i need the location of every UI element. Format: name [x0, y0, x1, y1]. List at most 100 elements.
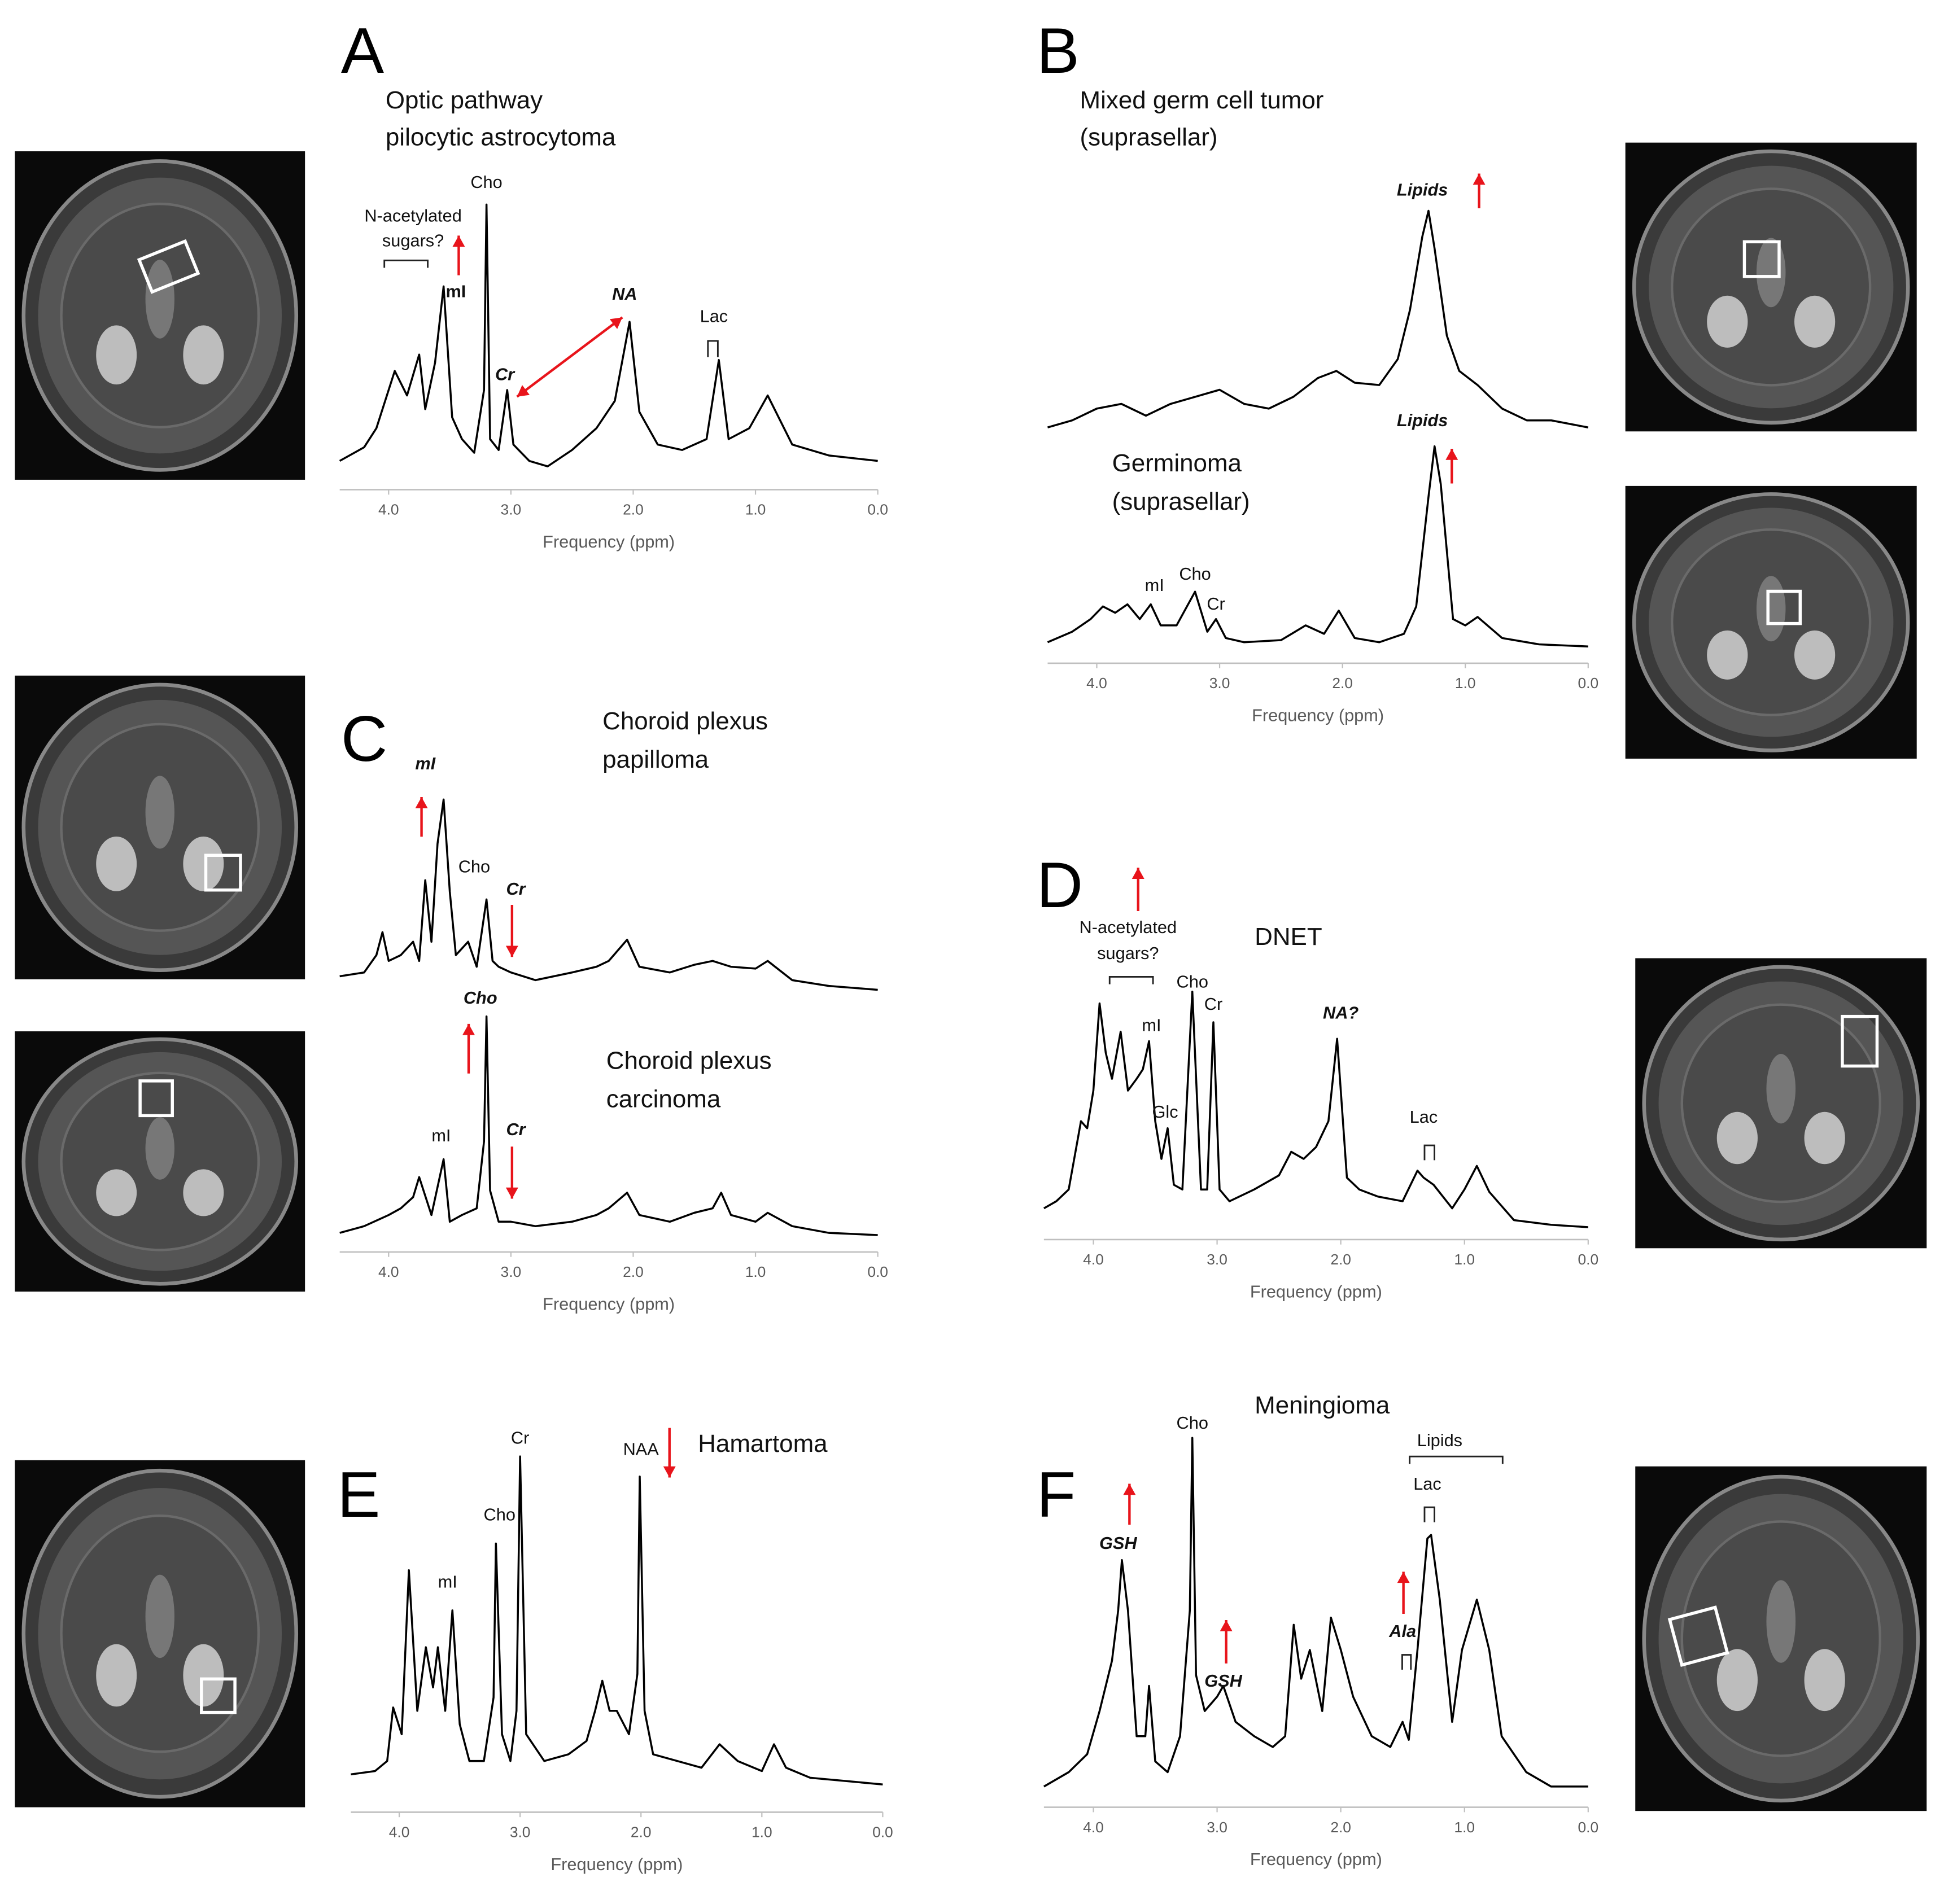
- peak-label: NA?: [1323, 1003, 1358, 1022]
- x-tick-label: 4.0: [378, 1263, 399, 1280]
- panel-letter: F: [1037, 1459, 1076, 1531]
- peak-label: Cho: [1179, 564, 1211, 584]
- x-tick-label: 4.0: [389, 1824, 410, 1841]
- x-tick-label: 3.0: [501, 501, 522, 518]
- arrow: [1220, 1620, 1233, 1664]
- x-tick-label: 4.0: [378, 501, 399, 518]
- midline: [145, 1117, 174, 1180]
- arrow: [1473, 173, 1486, 209]
- x-tick-label: 2.0: [1330, 1251, 1351, 1268]
- x-tick-label: 1.0: [1455, 675, 1476, 691]
- peak-label: Cho: [1177, 972, 1208, 992]
- x-tick-label: 2.0: [623, 501, 644, 518]
- peak-label: mI: [438, 1572, 457, 1591]
- panel-letter: B: [1037, 15, 1080, 87]
- midline: [145, 776, 174, 849]
- spectrum-line: [339, 203, 878, 467]
- x-tick-label: 1.0: [1454, 1251, 1475, 1268]
- arrow: [505, 905, 518, 957]
- panel-letter: D: [1037, 850, 1083, 921]
- x-tick-label: 0.0: [867, 501, 888, 518]
- peak-label: Cho: [1177, 1413, 1208, 1433]
- midline: [1766, 1580, 1796, 1663]
- spectrum-line: [1047, 445, 1588, 647]
- bracket: [1409, 1455, 1504, 1464]
- panel-letter: E: [337, 1459, 380, 1531]
- peak-label: sugars?: [1097, 943, 1159, 963]
- spectrum-line: [339, 798, 878, 991]
- mri-image: [15, 151, 305, 480]
- ventricle: [1716, 1649, 1758, 1712]
- chart-title: Hamartoma: [698, 1430, 828, 1457]
- ventricle: [183, 325, 224, 385]
- peak-label: mI: [431, 1126, 451, 1145]
- peak-label: Cho: [458, 856, 490, 876]
- x-tick-label: 2.0: [623, 1263, 644, 1280]
- arrow-head: [415, 797, 428, 808]
- midline: [1766, 1054, 1796, 1124]
- midline: [1756, 576, 1786, 642]
- x-tick-label: 4.0: [1086, 675, 1107, 691]
- x-axis-label: Frequency (ppm): [543, 1294, 675, 1314]
- peak-label: mI: [415, 754, 436, 773]
- peak-label: Ala: [1388, 1621, 1416, 1641]
- peak-label: NA: [612, 284, 637, 304]
- x-axis-label: Frequency (ppm): [551, 1854, 683, 1874]
- chart-title: pilocytic astrocytoma: [386, 124, 616, 151]
- arrow-head: [1397, 1572, 1410, 1583]
- roi-box: [200, 1677, 237, 1714]
- arrow-head: [462, 1023, 475, 1035]
- mri-image: [1625, 142, 1917, 432]
- peak-label: Lipids: [1397, 180, 1448, 199]
- peak-label: GSH: [1099, 1533, 1137, 1553]
- chart-title: (suprasellar): [1112, 488, 1250, 515]
- peak-label: N-acetylated: [1080, 917, 1177, 937]
- peak-label: GSH: [1204, 1671, 1242, 1691]
- spectrum-line: [339, 1015, 878, 1236]
- bracket: [1423, 1506, 1435, 1522]
- peak-label: Cr: [495, 365, 516, 384]
- roi-box: [204, 853, 242, 892]
- chart-title: papilloma: [602, 746, 709, 773]
- peak-label: Cho: [470, 172, 502, 192]
- arrow-head: [609, 317, 623, 329]
- spectrum-line: [1043, 991, 1588, 1228]
- chart-title: (suprasellar): [1080, 124, 1218, 151]
- x-tick-label: 2.0: [1332, 675, 1353, 691]
- ventricle: [1716, 1111, 1758, 1165]
- peak-label: N-acetylated: [364, 206, 462, 226]
- x-tick-label: 3.0: [510, 1824, 531, 1841]
- x-tick-label: 0.0: [1578, 1251, 1599, 1268]
- arrow: [505, 1146, 518, 1199]
- x-axis-label: Frequency (ppm): [1252, 705, 1384, 725]
- peak-label: sugars?: [382, 230, 444, 250]
- chart-title: Optic pathway: [386, 86, 543, 114]
- mri-image: [1635, 958, 1927, 1249]
- peak-label: Lac: [1413, 1474, 1441, 1494]
- peak-label: Lipids: [1397, 410, 1448, 430]
- x-tick-label: 2.0: [631, 1824, 652, 1841]
- x-axis-label: Frequency (ppm): [1250, 1849, 1382, 1869]
- x-tick-label: 3.0: [1207, 1819, 1227, 1836]
- arrow: [516, 316, 623, 398]
- arrow-head: [1473, 173, 1486, 185]
- midline: [145, 1574, 174, 1658]
- mri-image: [15, 1460, 305, 1807]
- spectrum-line: [351, 1455, 883, 1785]
- bracket: [383, 259, 429, 268]
- midline: [145, 260, 174, 339]
- peak-label: NAA: [623, 1439, 659, 1459]
- chart-title: carcinoma: [606, 1086, 721, 1113]
- peak-label: Cr: [511, 1428, 529, 1448]
- ventricle: [183, 836, 224, 891]
- x-tick-label: 1.0: [1454, 1819, 1475, 1836]
- peak-label: mI: [445, 281, 466, 301]
- peak-label: Cho: [464, 988, 497, 1008]
- roi-box: [137, 239, 200, 294]
- roi-box: [1667, 1605, 1729, 1667]
- ventricle: [96, 836, 137, 891]
- x-tick-label: 0.0: [1578, 1819, 1599, 1836]
- chart-title: Meningioma: [1255, 1391, 1390, 1419]
- arrow-head: [452, 235, 465, 247]
- x-tick-label: 3.0: [1207, 1251, 1227, 1268]
